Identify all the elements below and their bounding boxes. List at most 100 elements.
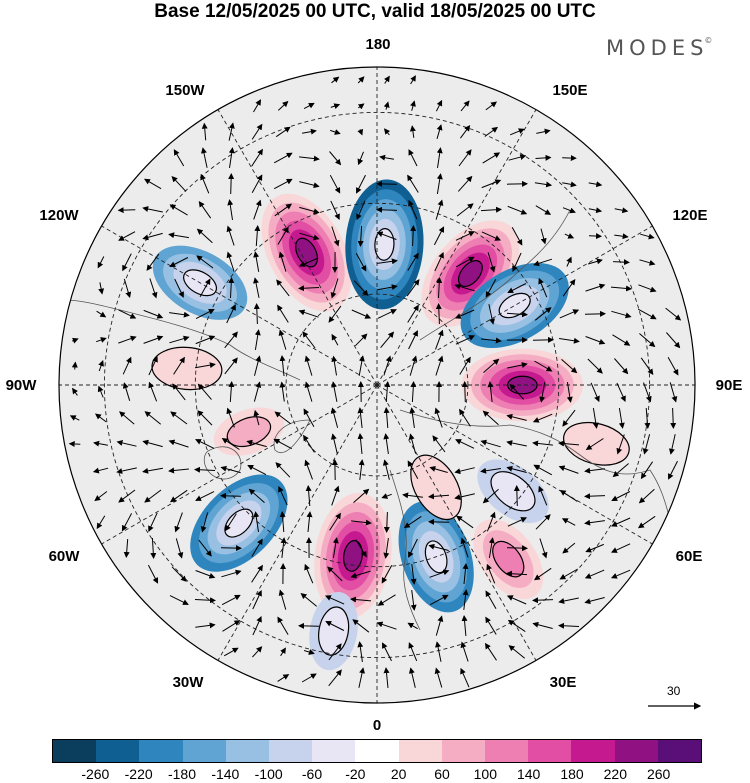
wind-vector [487, 252, 496, 273]
colorbar-segment [657, 740, 702, 762]
wind-vector [355, 252, 367, 272]
wind-vector [251, 123, 263, 140]
wind-vector [408, 642, 418, 662]
wind-vector [118, 231, 136, 241]
colorbar-tick-label: -260 [81, 766, 110, 782]
brand-mark: © [704, 36, 713, 45]
wind-vector [253, 303, 260, 325]
wind-vector [273, 178, 293, 190]
wind-vector [486, 511, 496, 532]
wind-vector [454, 309, 475, 319]
anomaly-contour [410, 454, 462, 520]
wind-vector [410, 100, 416, 111]
colorbar-tick-label: -20 [345, 766, 366, 782]
wind-vector [435, 199, 444, 220]
wind-vector [670, 407, 677, 429]
wind-vector [278, 485, 288, 506]
wind-vector [611, 491, 631, 501]
wind-vector [168, 439, 189, 448]
wind-vector [251, 538, 263, 557]
wind-vector [195, 439, 215, 449]
wind-vector [614, 233, 629, 240]
wind-vector [484, 642, 497, 661]
wind-vector [118, 309, 137, 319]
colorbar-tick-label: 60 [434, 766, 450, 782]
wind-vector [538, 485, 548, 506]
wind-vector [226, 304, 236, 324]
wind-vector [148, 512, 158, 533]
wind-vector [640, 357, 654, 376]
wind-vector [642, 434, 651, 455]
wind-vector [228, 173, 235, 195]
wind-vector [534, 360, 553, 372]
wind-vector [506, 440, 527, 447]
wind-vector [610, 517, 631, 527]
wind-vector [142, 439, 163, 448]
wind-vector [612, 334, 631, 346]
wind-vector [332, 537, 339, 558]
wind-vector [118, 335, 137, 344]
wind-vector [221, 594, 241, 606]
wind-vector [407, 304, 419, 323]
wind-vector [172, 383, 186, 401]
wind-vector [357, 128, 364, 136]
wind-vector [173, 149, 185, 167]
wind-vector [432, 435, 446, 453]
wind-vector [562, 542, 576, 554]
wind-vector [68, 440, 81, 447]
wind-vector [584, 310, 606, 317]
wind-vector [253, 99, 262, 113]
wind-vector [614, 207, 629, 214]
wind-vector [96, 515, 106, 530]
wind-vector [329, 174, 341, 194]
wind-vector [485, 101, 498, 111]
wind-vectors [68, 75, 682, 688]
wind-vector [253, 381, 262, 402]
wind-vector [460, 537, 469, 558]
wind-vector [377, 309, 397, 319]
wind-vector [95, 413, 107, 423]
graticule [59, 67, 695, 703]
wind-vector [173, 356, 185, 375]
wind-vector [558, 597, 579, 604]
wind-vector [433, 226, 445, 246]
wind-vector [201, 122, 208, 141]
wind-vector [330, 433, 338, 454]
wind-vector [299, 181, 320, 189]
wind-vector [564, 233, 575, 239]
wind-vector [587, 358, 603, 374]
anomaly-layer [151, 179, 630, 671]
wind-vector [410, 590, 417, 611]
wind-vector [459, 356, 471, 375]
colorbar-segment [398, 740, 442, 762]
wind-vector [506, 311, 528, 318]
wind-vector [434, 251, 444, 272]
wind-vector [169, 204, 188, 216]
wind-vector [171, 175, 187, 192]
wind-vector [638, 284, 657, 293]
wind-vector [277, 100, 289, 111]
latitude-circle [285, 293, 469, 477]
wind-vector [222, 620, 241, 632]
wind-vector [174, 512, 183, 533]
wind-vector [280, 647, 286, 657]
wind-vector [358, 667, 365, 688]
wind-vector [199, 278, 211, 297]
wind-vector [638, 488, 655, 504]
wind-vector [169, 595, 189, 605]
anomaly-center [477, 459, 549, 524]
wind-vector [306, 511, 313, 532]
wind-vector [506, 545, 528, 552]
lon-label-180: 180 [365, 36, 391, 53]
wind-vector [146, 253, 160, 271]
wind-vector [168, 467, 189, 474]
colorbar-tick-label: -140 [211, 766, 240, 782]
wind-vector [195, 622, 216, 629]
wind-vector [299, 206, 320, 215]
wind-vector [280, 537, 287, 558]
wind-vector [357, 103, 365, 110]
wind-vector [357, 225, 364, 247]
wind-vector [485, 590, 497, 609]
wind-vector [410, 75, 416, 85]
wind-vector [584, 569, 605, 579]
